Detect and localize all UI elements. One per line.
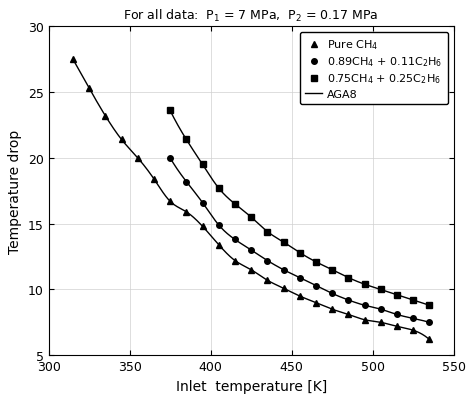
Title: For all data:  P$_1$ = 7 MPa,  P$_2$ = 0.17 MPa: For all data: P$_1$ = 7 MPa, P$_2$ = 0.1… bbox=[123, 8, 379, 24]
Y-axis label: Temperature drop: Temperature drop bbox=[9, 129, 22, 253]
Legend: Pure CH$_4$, 0.89CH$_4$ + 0.11C$_2$H$_6$, 0.75CH$_4$ + 0.25C$_2$H$_6$, AGA8: Pure CH$_4$, 0.89CH$_4$ + 0.11C$_2$H$_6$… bbox=[300, 33, 448, 105]
X-axis label: Inlet  temperature [K]: Inlet temperature [K] bbox=[175, 379, 327, 393]
